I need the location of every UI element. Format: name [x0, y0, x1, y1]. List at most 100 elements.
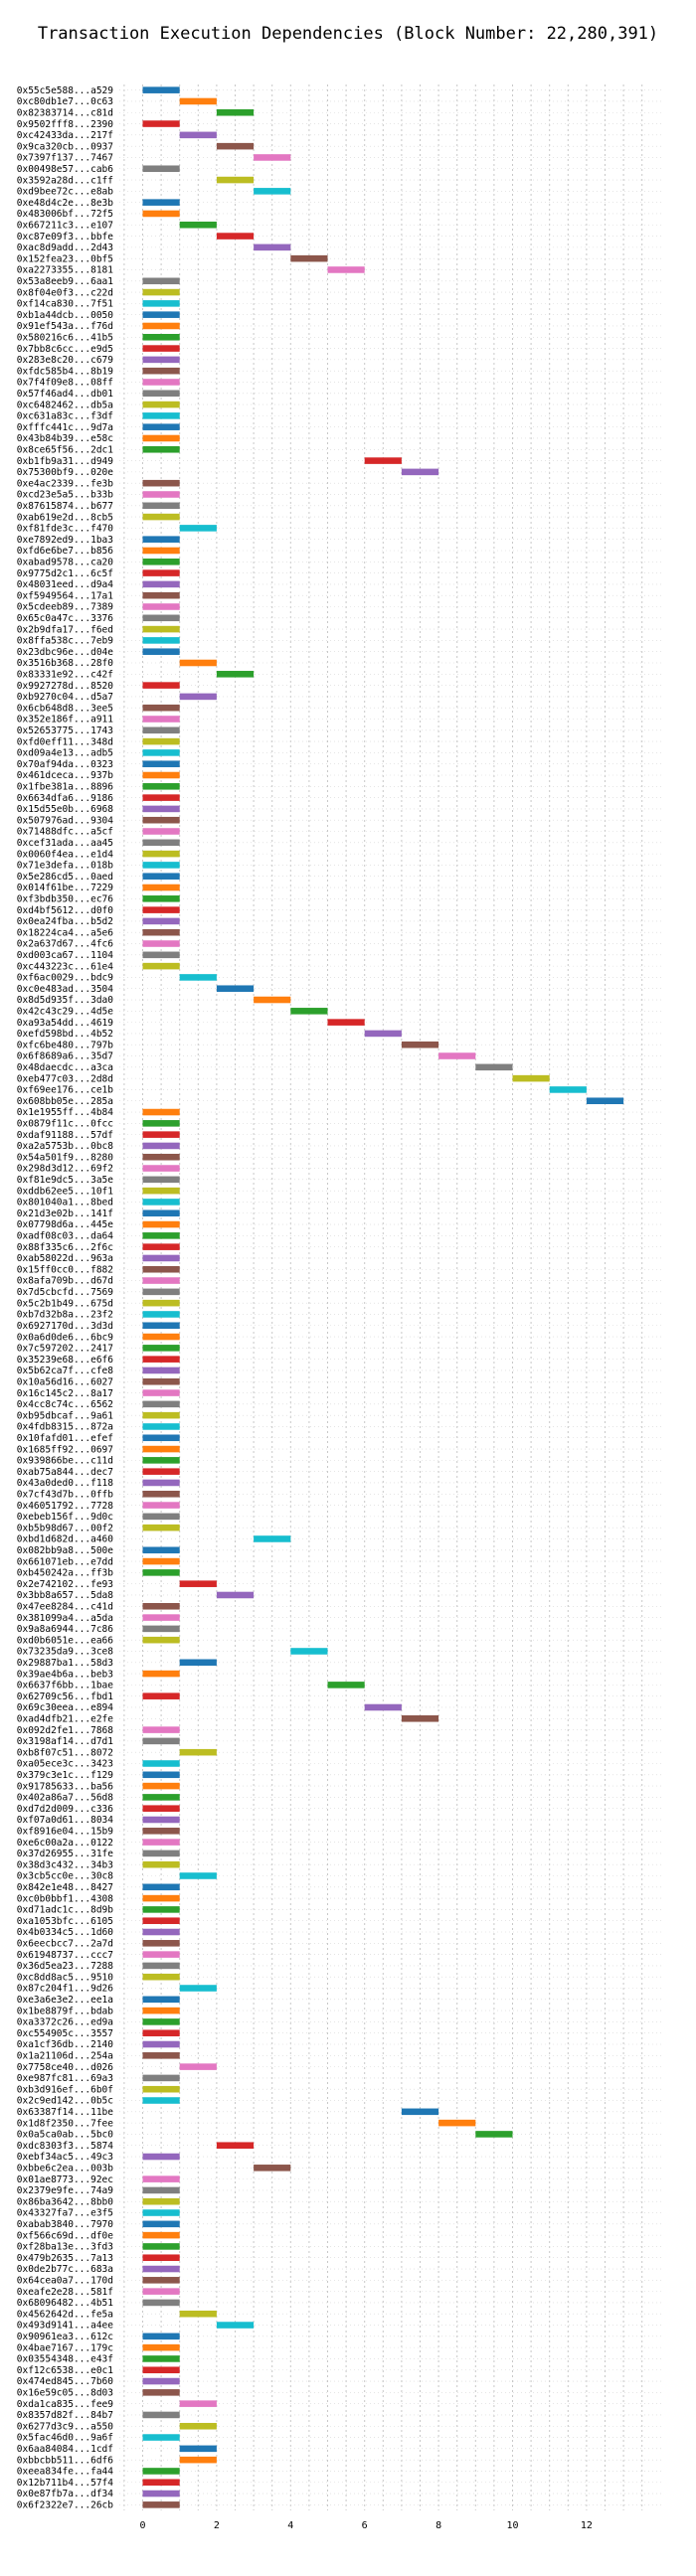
y-tick-label: 0xf566c69d...df0e: [17, 2230, 114, 2241]
dependency-bar: [142, 1860, 180, 1868]
dependency-bar: [142, 1726, 180, 1733]
y-tick-label: 0x014f61be...7229: [17, 883, 114, 893]
dependency-bar: [179, 1580, 217, 1587]
dependency-bar: [142, 603, 180, 610]
dependency-bar: [142, 2254, 180, 2262]
dependency-bar: [142, 704, 180, 712]
dependency-bar: [401, 1041, 439, 1048]
y-tick-label: 0x73235da9...3ce8: [17, 1647, 114, 1658]
y-tick-label: 0x0060f4ea...e1d4: [17, 849, 114, 860]
dependency-bar: [142, 2220, 180, 2228]
x-tick-label: 8: [435, 2520, 441, 2531]
dependency-bar: [142, 2029, 180, 2036]
y-tick-label: 0x15d55e0b...6968: [17, 804, 114, 815]
y-tick-label: 0xeea834fe...fa44: [17, 2467, 114, 2478]
y-tick-label: 0xf28ba13e...3fd3: [17, 2242, 113, 2253]
dependency-bar: [142, 1502, 180, 1509]
y-tick-label: 0x71e3defa...018b: [17, 861, 114, 872]
dependency-bar: [142, 1940, 180, 1947]
dependency-bar: [179, 2422, 217, 2430]
y-tick-label: 0xb1a44dcb...0050: [17, 310, 114, 321]
dependency-bar: [142, 2243, 180, 2250]
y-tick-label: 0x23dbc96e...d04e: [17, 647, 114, 658]
y-tick-label: 0x0e87fb7a...df34: [17, 2489, 114, 2499]
y-tick-label: 0x842e1e48...8427: [17, 1882, 113, 1893]
y-tick-label: 0x0de2b77c...683a: [17, 2264, 113, 2275]
y-tick-label: 0x2a637d67...4fc6: [17, 939, 114, 950]
dependency-bar: [142, 2018, 180, 2025]
dependency-bar: [179, 2400, 217, 2407]
y-tick-label: 0xc8dd8ac5...9510: [17, 1972, 114, 1983]
y-tick-label: 0x580216c6...41b5: [17, 332, 113, 343]
dependency-bar: [142, 2366, 180, 2374]
dependency-bar: [142, 2097, 180, 2104]
dependency-bar: [475, 1063, 513, 1071]
y-tick-label: 0xab75a844...dec7: [17, 1467, 113, 1478]
dependency-bar: [142, 2040, 180, 2048]
y-tick-label: 0x55c5e588...a529: [17, 85, 114, 96]
dependency-bar: [142, 637, 180, 644]
y-tick-label: 0x9a8a6944...7c86: [17, 1624, 114, 1635]
y-tick-label: 0x39ae4b6a...beb3: [17, 1669, 113, 1680]
y-tick-label: 0x6f8689a6...35d7: [17, 1051, 113, 1062]
x-tick-labels: 0 2 4 6 8 10 12: [139, 2520, 592, 2531]
y-tick-label: 0x03554348...e43f: [17, 2354, 113, 2365]
dependency-bar: [142, 2153, 180, 2161]
y-tick-label: 0x6634dfa6...9186: [17, 793, 114, 804]
dependency-bar: [179, 525, 217, 532]
y-tick-label: 0x52653775...1743: [17, 725, 113, 736]
y-tick-label: 0xc0b0bbf1...4308: [17, 1893, 114, 1904]
y-tick-label: 0xa2273355...8181: [17, 265, 114, 276]
y-tick-label: 0xbbcbb511...6df6: [17, 2455, 114, 2466]
dependency-bar: [142, 412, 180, 419]
y-tick-label: 0x90961ea3...612c: [17, 2332, 113, 2342]
dependency-bar: [142, 390, 180, 398]
dependency-bar: [142, 2355, 180, 2362]
dependency-bar: [142, 345, 180, 352]
dependency-bar: [142, 1883, 180, 1891]
dependency-bar: [142, 716, 180, 723]
dependency-bar: [142, 1165, 180, 1172]
dependency-bar: [142, 2411, 180, 2419]
dependency-bar: [179, 659, 217, 667]
y-tick-label: 0x939866be...c11d: [17, 1456, 113, 1467]
y-tick-label: 0x3bb8a657...5da8: [17, 1590, 114, 1601]
y-tick-label: 0xab619e2d...8cb5: [17, 512, 113, 523]
dependency-bar: [142, 1490, 180, 1498]
dependency-bar: [142, 1187, 180, 1195]
y-tick-label: 0xc87e09f3...bbfe: [17, 232, 114, 242]
y-tick-label: 0xfdc585b4...8b19: [17, 366, 114, 377]
y-tick-label: 0x29887ba1...58d3: [17, 1658, 113, 1669]
dependency-bar: [254, 243, 291, 251]
dependency-bar: [142, 737, 180, 745]
dependency-bar: [179, 221, 217, 229]
y-tick-label: 0xa93a54dd...4619: [17, 1018, 114, 1029]
y-tick-label: 0x5e286cd5...0aed: [17, 872, 113, 883]
dependency-bar: [142, 2501, 180, 2508]
y-tick-label: 0xe3a6e3e2...ee1a: [17, 1995, 113, 2006]
y-tick-label: 0x7d5cbcfd...7569: [17, 1287, 114, 1298]
y-tick-label: 0x6eecbcc7...2a7d: [17, 1939, 113, 1950]
y-tick-label: 0xdaf91188...57df: [17, 1130, 113, 1141]
dependency-bar: [216, 142, 255, 150]
y-tick-label: 0x16c145c2...8a17: [17, 1388, 113, 1399]
y-tick-label: 0x402a86a7...56d8: [17, 1793, 114, 1804]
y-tick-label: 0x661071eb...e7dd: [17, 1556, 113, 1567]
y-tick-label: 0xe987fc81...69a3: [17, 2073, 113, 2084]
dependency-bar: [142, 839, 180, 847]
y-tick-label: 0xadf08c03...da64: [17, 1231, 114, 1242]
y-tick-label: 0x801040a1...8bed: [17, 1198, 113, 1208]
dependency-bar: [142, 288, 180, 296]
dependency-bar: [142, 1108, 180, 1116]
y-tick-label: 0x21d3e02b...141f: [17, 1208, 113, 1219]
dependency-bar: [142, 614, 180, 622]
y-tick-label: 0x1e1955ff...4b84: [17, 1107, 114, 1118]
dependency-bar: [142, 1906, 180, 1913]
y-tick-label: 0x2e742102...fe93: [17, 1579, 113, 1590]
dependency-bar: [142, 1828, 180, 1835]
dependency-bar: [142, 1142, 180, 1150]
y-tick-label: 0xd0b6051e...ea66: [17, 1635, 114, 1646]
y-tick-label: 0x48daecdc...a3ca: [17, 1062, 113, 1073]
x-tick-label: 2: [214, 2520, 220, 2531]
dependency-bar: [142, 1356, 180, 1363]
